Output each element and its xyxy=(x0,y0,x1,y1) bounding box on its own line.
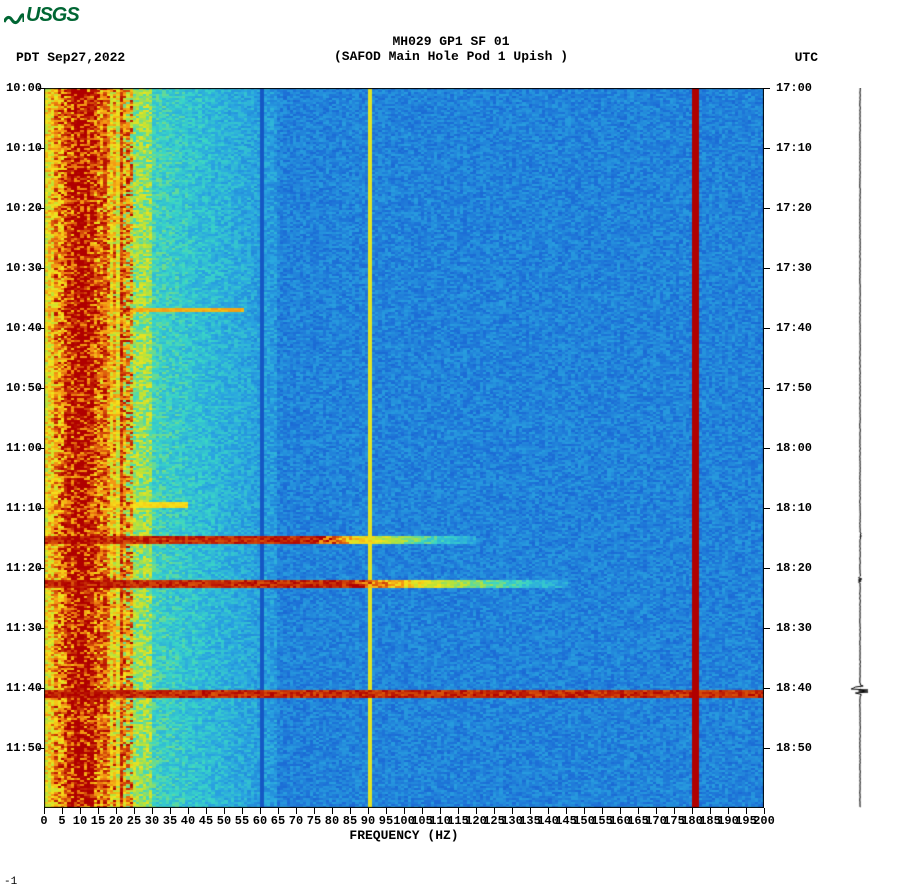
trace-canvas xyxy=(830,88,890,808)
y-right-tick-label: 18:30 xyxy=(776,621,812,635)
spectrogram-canvas xyxy=(44,88,764,808)
y-right-tick-label: 17:00 xyxy=(776,81,812,95)
x-tick-label: 40 xyxy=(181,814,195,828)
chart-title: MH029 GP1 SF 01 (SAFOD Main Hole Pod 1 U… xyxy=(0,34,902,64)
x-tick-label: 65 xyxy=(271,814,285,828)
y-right-tick-label: 18:10 xyxy=(776,501,812,515)
x-tick-label: 20 xyxy=(109,814,123,828)
x-tick-label: 85 xyxy=(343,814,357,828)
title-line2: (SAFOD Main Hole Pod 1 Upish ) xyxy=(0,49,902,64)
y-left-tick-label: 11:50 xyxy=(6,741,42,755)
y-right-tick-label: 17:20 xyxy=(776,201,812,215)
x-tick-label: 15 xyxy=(91,814,105,828)
x-tick-label: 80 xyxy=(325,814,339,828)
y-right-tick-label: 17:50 xyxy=(776,381,812,395)
x-tick-label: 35 xyxy=(163,814,177,828)
y-right-tick-label: 18:00 xyxy=(776,441,812,455)
x-tick-label: 30 xyxy=(145,814,159,828)
side-amplitude-trace xyxy=(830,88,890,808)
left-timezone-header: PDT Sep27,2022 xyxy=(16,50,125,65)
x-tick-label: 55 xyxy=(235,814,249,828)
x-tick-label: 60 xyxy=(253,814,267,828)
right-timezone-header: UTC xyxy=(795,50,818,65)
x-axis-labels: 0510152025303540455055606570758085909510… xyxy=(44,808,764,828)
x-tick-label: 200 xyxy=(753,814,775,828)
spectrogram-plot xyxy=(44,88,764,808)
y-left-tick-label: 10:40 xyxy=(6,321,42,335)
x-axis-title: FREQUENCY (HZ) xyxy=(44,828,764,843)
y-left-tick-label: 10:20 xyxy=(6,201,42,215)
logo-text: USGS xyxy=(26,4,79,27)
y-left-tick-label: 11:20 xyxy=(6,561,42,575)
y-right-tick-label: 18:20 xyxy=(776,561,812,575)
corner-mark: -1 xyxy=(4,876,17,888)
y-right-tick-label: 17:30 xyxy=(776,261,812,275)
y-left-tick-label: 10:00 xyxy=(6,81,42,95)
y-right-tick-label: 18:50 xyxy=(776,741,812,755)
y-left-tick-label: 11:30 xyxy=(6,621,42,635)
x-tick-label: 5 xyxy=(58,814,65,828)
y-right-tick-label: 18:40 xyxy=(776,681,812,695)
y-left-tick-label: 10:10 xyxy=(6,141,42,155)
x-tick-label: 75 xyxy=(307,814,321,828)
x-tick-label: 0 xyxy=(40,814,47,828)
x-tick-label: 90 xyxy=(361,814,375,828)
y-left-tick-label: 11:40 xyxy=(6,681,42,695)
x-tick-label: 70 xyxy=(289,814,303,828)
usgs-logo: USGS xyxy=(4,4,79,27)
usgs-wave-icon xyxy=(4,9,24,23)
y-right-tick-label: 17:40 xyxy=(776,321,812,335)
title-line1: MH029 GP1 SF 01 xyxy=(0,34,902,49)
y-right-tick-label: 17:10 xyxy=(776,141,812,155)
x-tick-label: 50 xyxy=(217,814,231,828)
y-left-tick-label: 10:30 xyxy=(6,261,42,275)
y-left-tick-label: 10:50 xyxy=(6,381,42,395)
x-tick-label: 10 xyxy=(73,814,87,828)
y-left-tick-label: 11:00 xyxy=(6,441,42,455)
x-tick-label: 45 xyxy=(199,814,213,828)
y-axis-right-labels: 17:0017:1017:2017:3017:4017:5018:0018:10… xyxy=(764,88,824,808)
y-left-tick-label: 11:10 xyxy=(6,501,42,515)
y-axis-left-labels: 10:0010:1010:2010:3010:4010:5011:0011:10… xyxy=(0,88,44,808)
x-tick-label: 25 xyxy=(127,814,141,828)
x-tick-label: 95 xyxy=(379,814,393,828)
